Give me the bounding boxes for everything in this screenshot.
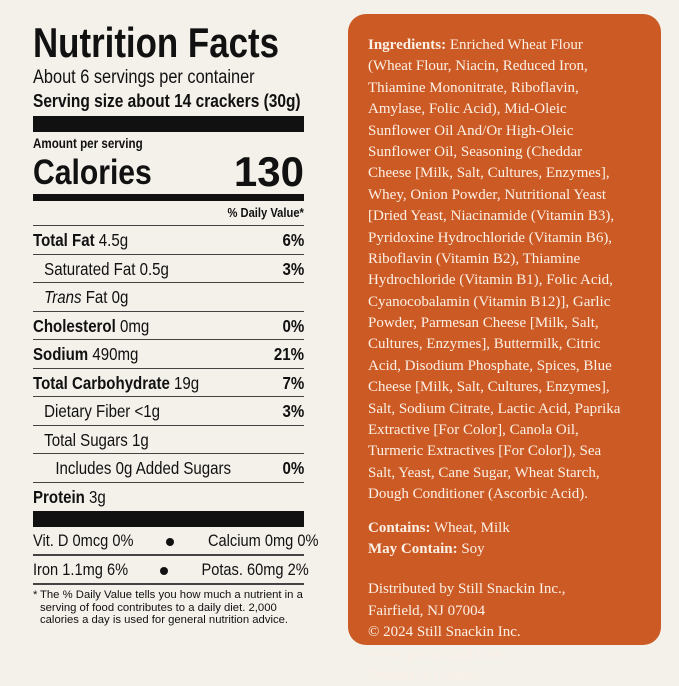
nutrient-amount: 4.5g <box>98 230 129 250</box>
nutrition-title: Nutrition Facts <box>33 19 279 66</box>
daily-value: 3% <box>282 258 304 279</box>
daily-value: 6% <box>282 230 304 250</box>
distributor-line: www. pretzelized.com <box>368 645 503 662</box>
nutrient-row: Total Carbohydrate 19g 7% <box>33 369 304 397</box>
micronutrient-left: Iron 1.1mg 6% <box>33 559 129 579</box>
distributor-line: Fairfield, NJ 07004 <box>368 602 486 619</box>
nutrient-amount: 0mg <box>119 315 150 336</box>
daily-value: 3% <box>282 401 304 421</box>
ingredients-line: Amylase, Folic Acid), Mid-Oleic <box>368 101 567 118</box>
micronutrient-right: Calcium 0mg 0% <box>207 530 319 550</box>
nutrient-label: Trans <box>44 287 82 307</box>
ingredients-line: Powder, Parmesan Cheese [Milk, Salt, <box>368 315 599 332</box>
bullet-icon <box>165 537 174 546</box>
bullet-icon <box>159 566 168 575</box>
micronutrient-row: Vit. D 0mcg 0% Calcium 0mg 0% <box>33 527 318 556</box>
thick-divider <box>33 511 304 527</box>
nutrient-rows: Total Fat 4.5g 6% Saturated Fat 0.5g 3% Tran… <box>33 226 304 511</box>
calories-row: Calories 130 <box>33 148 304 195</box>
nutrient-amount: <1g <box>134 401 161 421</box>
micronutrient-row: Iron 1.1mg 6% Potas. 60mg 2% <box>33 556 308 585</box>
ingredients-line: Turmeric Extractives [For Color]), Sea <box>368 443 602 460</box>
nutrient-amount: 0g <box>111 287 129 307</box>
nutrient-label: Includes 0g Added Sugars <box>55 458 232 478</box>
daily-value-header: % Daily Value* <box>33 201 304 226</box>
nutrient-label: Total Carbohydrate <box>33 372 170 393</box>
thick-divider <box>33 116 304 132</box>
ingredients-line: Thiamine Mononitrate, Riboflavin, <box>368 79 579 96</box>
ingredients-line: Salt, Yeast, Cane Sugar, Wheat Starch, <box>368 464 600 481</box>
nutrient-label: Cholesterol <box>33 315 116 336</box>
nutrient-label: Total Fat <box>33 230 95 250</box>
daily-value: 0% <box>282 458 304 478</box>
nutrient-row: Total Fat 4.5g 6% <box>33 226 304 255</box>
amount-per-serving: Amount per serving <box>33 136 143 151</box>
nutrient-row: Cholesterol 0mg 0% <box>33 312 304 340</box>
may-contain-line: May Contain: Soy <box>368 540 485 557</box>
micronutrient-rows: Vit. D 0mcg 0% Calcium 0mg 0% Iron 1.1mg 6… <box>33 527 318 585</box>
nutrient-amount: 19g <box>174 372 200 393</box>
ingredients-line: Whey, Onion Powder, Nutritional Yeast <box>368 186 606 203</box>
ingredients-line: Pyridoxine Hydrochloride (Vitamin B6), <box>368 229 613 246</box>
nutrient-label: Saturated Fat <box>44 258 136 279</box>
ingredients-list: Ingredients: Enriched Wheat Flour (Wheat … <box>368 35 661 506</box>
nutrient-row: Dietary Fiber <1g 3% <box>33 397 304 426</box>
distributor-line: Distributed by Still Snackin Inc., <box>368 581 566 598</box>
nutrient-row: Sodium 490mg 21% <box>33 340 304 369</box>
ingredients-line: Extractive [For Color], Canola Oil, <box>368 422 579 439</box>
nutrient-label: Dietary Fiber <box>44 401 131 421</box>
medium-divider <box>33 194 304 201</box>
nutrient-amount: 490mg <box>92 344 139 364</box>
ingredients-line: Cyanocobalamin (Vitamin B12)], Garlic <box>368 293 611 310</box>
nutrient-row: Total Sugars 1g <box>33 426 304 454</box>
servings-per-container: About 6 servings per container <box>33 67 255 88</box>
distributor-line: Product of Canada <box>368 666 480 683</box>
micronutrient-left: Vit. D 0mcg 0% <box>33 530 134 550</box>
ingredients-line: Acid, Disodium Phosphate, Spices, Blue <box>368 357 612 374</box>
distributor-info: Distributed by Still Snackin Inc., Fairfi… <box>368 579 661 686</box>
ingredients-line: Cheese [Milk, Salt, Cultures, Enzymes], <box>368 379 610 396</box>
distributor-line: © 2024 Still Snackin Inc. <box>368 624 521 641</box>
ingredients-line: Sunflower Oil And/Or High-Oleic <box>368 122 574 139</box>
ingredients-line: Salt, Sodium Citrate, Lactic Acid, Papri… <box>368 400 621 417</box>
contains-line: Contains: Wheat, Milk <box>368 519 510 536</box>
ingredients-line: Sunflower Oil, Seasoning (Cheddar <box>368 143 583 160</box>
nutrient-row: Saturated Fat 0.5g 3% <box>33 255 304 283</box>
ingredients-line: Cultures, Enzymes], Buttermilk, Citric <box>368 336 601 353</box>
daily-value: 21% <box>273 344 304 364</box>
micronutrient-right: Potas. 60mg 2% <box>201 559 309 579</box>
ingredients-panel: Ingredients: Enriched Wheat Flour (Wheat … <box>348 14 661 683</box>
nutrient-label: Sodium <box>33 344 89 364</box>
ingredients-line: [Dried Yeast, Niacinamide (Vitamin B3), <box>368 208 615 225</box>
calories-label: Calories <box>33 153 152 192</box>
ingredients-line: (Wheat Flour, Niacin, Reduced Iron, <box>368 58 588 75</box>
ingredients-line: Hydrochloride (Vitamin B1), Folic Acid, <box>368 272 613 289</box>
nutrient-amount: 0.5g <box>139 258 169 279</box>
daily-value: 7% <box>282 372 304 393</box>
nutrient-row: Includes 0g Added Sugars 0% <box>33 454 304 483</box>
ingredients-line: Riboflavin (Vitamin B2), Thiamine <box>368 250 581 267</box>
nutrient-amount: 3g <box>89 486 106 507</box>
nutrient-label: Total Sugars <box>44 429 128 450</box>
nutrient-row: Trans Fat 0g <box>33 283 304 312</box>
ingredients-line: Cheese [Milk, Salt, Cultures, Enzymes], <box>368 165 610 182</box>
nutrient-label: Protein <box>33 486 85 507</box>
ingredients-line: Ingredients: Enriched Wheat Flour <box>368 37 583 53</box>
ingredients-line: Dough Conditioner (Ascorbic Acid). <box>368 486 588 503</box>
serving-size: Serving size about 14 crackers (30g) <box>33 91 301 111</box>
daily-value: 0% <box>282 315 304 336</box>
nutrient-row: Protein 3g <box>33 483 304 512</box>
footnote: * The % Daily Value tells you how much a… <box>33 589 303 626</box>
nutrient-amount: 1g <box>132 429 149 450</box>
nutrition-facts-label: Nutrition Facts About 6 servings per con… <box>33 19 318 629</box>
calories-value: 130 <box>233 148 304 195</box>
